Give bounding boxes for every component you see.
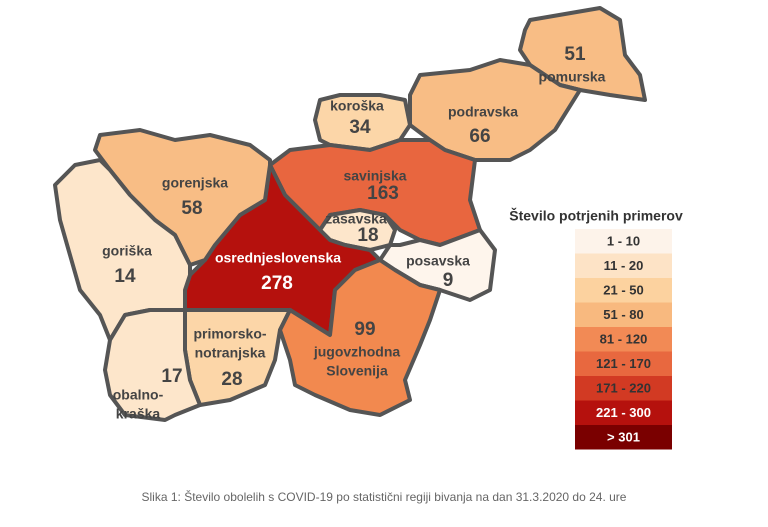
legend-swatch — [575, 376, 672, 401]
region-value: 99 — [354, 319, 375, 340]
caption: Slika 1: Število obolelih s COVID-19 po … — [142, 489, 627, 504]
legend-label: > 301 — [607, 430, 640, 445]
region-value: 28 — [221, 369, 242, 390]
legend-label: 51 - 80 — [603, 307, 643, 322]
region-value: 34 — [349, 117, 371, 138]
region — [408, 58, 582, 162]
legend-label: 121 - 170 — [596, 356, 651, 371]
legend-label: 1 - 10 — [607, 234, 640, 249]
region-value: 14 — [114, 266, 136, 287]
legend-swatch — [575, 278, 672, 303]
legend-label: 21 - 50 — [603, 283, 643, 298]
region-value: 66 — [469, 126, 490, 147]
region-value: 163 — [367, 183, 399, 204]
region-name: pomurska — [539, 69, 606, 85]
region-name: obalno- — [113, 387, 164, 403]
legend-swatch — [575, 400, 672, 425]
legend-label: 81 - 120 — [600, 332, 648, 347]
legend-swatch — [575, 327, 672, 352]
legend-label: 221 - 300 — [596, 405, 651, 420]
region-name: podravska — [448, 104, 518, 120]
region — [53, 158, 192, 342]
region-name: notranjska — [195, 345, 266, 361]
region-name: posavska — [406, 253, 470, 269]
region-name: savinjska — [343, 168, 406, 184]
region-name: gorenjska — [162, 175, 228, 191]
region-value: 9 — [443, 270, 454, 291]
region-name: primorsko- — [193, 326, 266, 342]
legend-label: 171 - 220 — [596, 381, 651, 396]
region-name: Slovenija — [326, 363, 388, 379]
region-name: koroška — [330, 98, 384, 114]
legend-swatch — [575, 302, 672, 327]
region — [103, 308, 202, 422]
region-name: zasavska — [325, 211, 387, 227]
region-name: kraška — [116, 406, 161, 422]
region — [278, 258, 442, 417]
region-value: 58 — [181, 198, 202, 219]
region-name: goriška — [102, 243, 152, 259]
legend-label: 11 - 20 — [604, 258, 644, 273]
region-value: 18 — [357, 225, 378, 246]
legend-swatch — [575, 229, 672, 254]
legend-swatch — [575, 425, 672, 450]
legend-title: Število potrjenih primerov — [509, 207, 683, 224]
region-value: 17 — [161, 366, 182, 387]
region-value: 278 — [261, 273, 293, 294]
region-value: 51 — [564, 44, 586, 65]
region-name: osrednjeslovenska — [215, 250, 341, 266]
legend-swatch — [575, 351, 672, 376]
legend-swatch — [575, 253, 672, 278]
region-name: jugovzhodna — [313, 344, 401, 360]
